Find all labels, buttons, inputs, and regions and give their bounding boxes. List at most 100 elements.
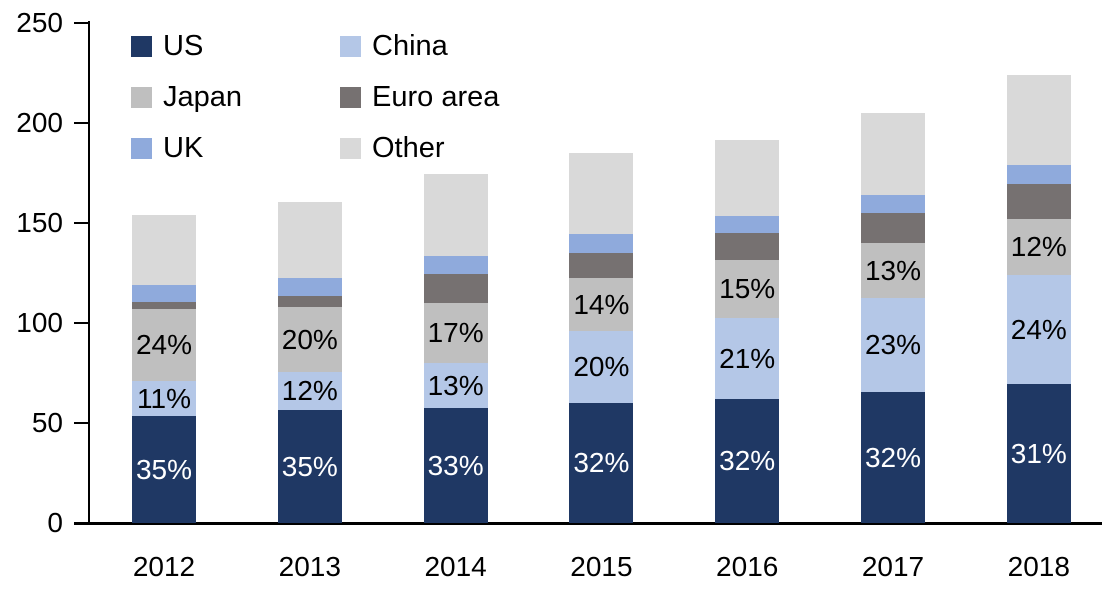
y-axis-tick-label: 100 bbox=[16, 307, 63, 338]
bar-segment-other bbox=[861, 113, 925, 195]
segment-percent-label: 33% bbox=[427, 449, 484, 481]
bar-segment-japan: 15% bbox=[715, 260, 780, 318]
segment-percent-label: 24% bbox=[1010, 313, 1067, 345]
legend-item-japan: Japan bbox=[131, 83, 340, 112]
bar-segment-uk bbox=[861, 195, 925, 213]
segment-percent-label: 23% bbox=[864, 329, 922, 360]
bar-segment-us: 35% bbox=[277, 410, 342, 523]
y-axis-line bbox=[88, 21, 90, 525]
bar-segment-japan: 12% bbox=[1006, 219, 1071, 275]
bar-segment-uk bbox=[569, 234, 634, 253]
bar-segment-china: 11% bbox=[132, 381, 196, 416]
y-axis-tick bbox=[74, 222, 89, 224]
y-axis-tick-label: 0 bbox=[47, 507, 63, 538]
bar-segment-china: 20% bbox=[569, 331, 634, 403]
bar-segment-euro-area bbox=[569, 253, 634, 278]
legend-swatch-icon bbox=[131, 36, 152, 57]
y-axis-tick bbox=[74, 122, 89, 124]
bar-segment-us: 31% bbox=[1006, 384, 1071, 523]
bar-segment-us: 32% bbox=[861, 392, 925, 523]
legend-label: Other bbox=[372, 132, 445, 164]
legend-item-uk: UK bbox=[131, 134, 340, 163]
segment-percent-label: 13% bbox=[427, 369, 484, 401]
segment-percent-label: 35% bbox=[281, 450, 338, 482]
segment-percent-label: 31% bbox=[1010, 437, 1067, 469]
bar-segment-china: 21% bbox=[715, 318, 780, 399]
bar-segment-other bbox=[1006, 75, 1071, 165]
bar-segment-euro-area bbox=[132, 302, 196, 309]
legend-label: China bbox=[372, 30, 448, 62]
bar-segment-us: 35% bbox=[132, 416, 196, 523]
legend-item-euro-area: Euro area bbox=[340, 83, 499, 112]
segment-percent-label: 32% bbox=[864, 441, 922, 473]
bar-segment-euro-area bbox=[715, 233, 780, 260]
bar-segment-uk bbox=[423, 256, 488, 274]
segment-percent-label: 20% bbox=[281, 323, 338, 355]
x-axis-category-label: 2016 bbox=[716, 551, 779, 582]
bar-segment-euro-area bbox=[1006, 184, 1071, 219]
x-axis-category-label: 2017 bbox=[861, 551, 925, 582]
bar-segment-us: 32% bbox=[569, 403, 634, 523]
bar-segment-uk bbox=[715, 216, 780, 233]
legend-label: Japan bbox=[163, 81, 243, 113]
legend-swatch-icon bbox=[131, 87, 152, 108]
bar-segment-other bbox=[715, 140, 780, 216]
legend-item-us: US bbox=[131, 32, 340, 61]
legend-label: US bbox=[163, 30, 204, 62]
x-axis-category-label: 2015 bbox=[570, 551, 633, 582]
y-axis-tick bbox=[74, 422, 89, 424]
legend-swatch-icon bbox=[340, 138, 361, 159]
bar-segment-other bbox=[423, 174, 488, 256]
legend-label: UK bbox=[163, 132, 204, 164]
x-axis-category-label: 2018 bbox=[1007, 551, 1070, 582]
legend-swatch-icon bbox=[340, 36, 361, 57]
chart-legend: US China Japan Euro area UK Other bbox=[131, 32, 499, 163]
legend-swatch-icon bbox=[131, 138, 152, 159]
bar-segment-other bbox=[132, 215, 196, 285]
x-axis-category-label: 2014 bbox=[424, 551, 487, 582]
bar-segment-china: 12% bbox=[277, 372, 342, 410]
segment-percent-label: 32% bbox=[573, 447, 630, 478]
legend-item-other: Other bbox=[340, 134, 499, 163]
y-axis-tick-label: 250 bbox=[16, 7, 63, 38]
bar-segment-euro-area bbox=[861, 213, 925, 243]
legend-item-china: China bbox=[340, 32, 499, 61]
y-axis-tick-label: 150 bbox=[16, 207, 63, 238]
bar-segment-uk bbox=[1006, 165, 1071, 184]
segment-percent-label: 17% bbox=[427, 317, 484, 348]
segment-percent-label: 13% bbox=[864, 254, 922, 286]
segment-percent-label: 35% bbox=[135, 453, 193, 485]
bar-segment-japan: 14% bbox=[569, 278, 634, 331]
segment-percent-label: 24% bbox=[135, 329, 193, 360]
bar-segment-us: 33% bbox=[423, 408, 488, 523]
segment-percent-label: 12% bbox=[281, 375, 338, 406]
legend-label: Euro area bbox=[372, 81, 500, 113]
bar-segment-uk bbox=[132, 285, 196, 302]
x-axis-line bbox=[74, 522, 1102, 525]
bar-segment-japan: 13% bbox=[861, 243, 925, 298]
segment-percent-label: 21% bbox=[719, 342, 776, 374]
segment-percent-label: 14% bbox=[573, 288, 630, 320]
bar-segment-china: 23% bbox=[861, 298, 925, 392]
bar-segment-japan: 24% bbox=[132, 309, 196, 381]
bar-segment-other bbox=[277, 202, 342, 278]
bar-segment-japan: 20% bbox=[277, 307, 342, 372]
bar-segment-china: 24% bbox=[1006, 275, 1071, 384]
bar-segment-uk bbox=[277, 278, 342, 296]
y-axis-tick bbox=[74, 22, 89, 24]
bar-segment-china: 13% bbox=[423, 363, 488, 408]
x-axis-category-label: 2013 bbox=[278, 551, 341, 582]
bar-segment-euro-area bbox=[423, 274, 488, 303]
y-axis-tick bbox=[74, 322, 89, 324]
segment-percent-label: 11% bbox=[137, 382, 191, 414]
bar-segment-us: 32% bbox=[715, 399, 780, 523]
segment-percent-label: 12% bbox=[1010, 231, 1067, 262]
segment-percent-label: 20% bbox=[573, 351, 630, 382]
bar-segment-euro-area bbox=[277, 296, 342, 307]
y-axis-tick-label: 200 bbox=[16, 107, 63, 138]
x-axis-category-label: 2012 bbox=[132, 551, 196, 582]
bar-segment-other bbox=[569, 153, 634, 234]
segment-percent-label: 15% bbox=[719, 273, 776, 304]
segment-percent-label: 32% bbox=[719, 445, 776, 476]
